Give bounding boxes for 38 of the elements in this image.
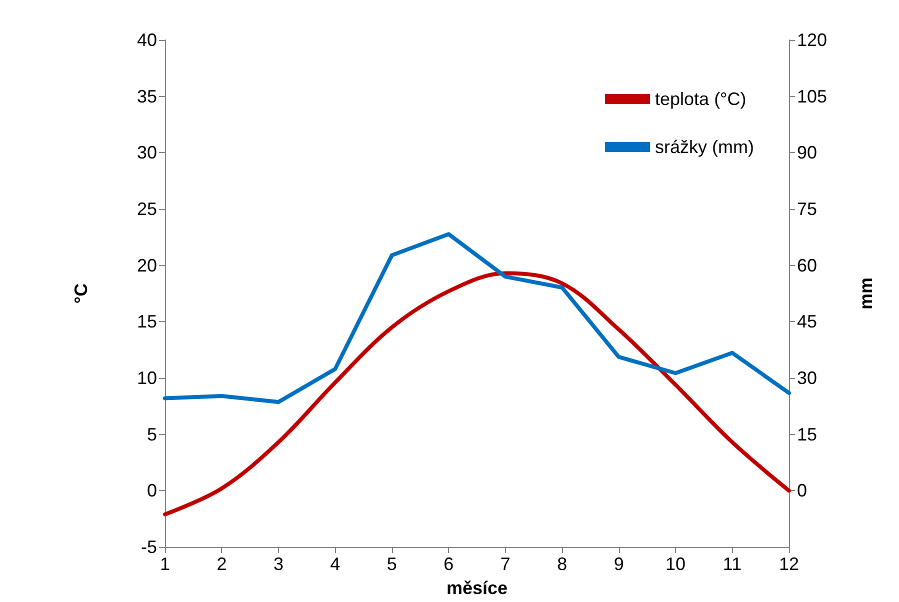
y2-tick-label: 30 — [797, 368, 818, 388]
y2-tick-label: 0 — [797, 480, 808, 501]
line-series — [163, 232, 791, 404]
y2-tick-label: 45 — [797, 312, 818, 332]
x-tick-label: 3 — [273, 554, 284, 574]
y-tick-label: -5 — [140, 537, 157, 557]
y2-tick-label: 120 — [797, 30, 828, 50]
legend-label: teplota (°C) — [655, 89, 746, 109]
x-tick-label: 12 — [778, 554, 800, 574]
x-tick-label: 10 — [666, 554, 686, 574]
y-tick-label: 40 — [136, 30, 157, 50]
y-tick-label: 10 — [136, 368, 157, 388]
y-tick-label: 0 — [146, 480, 157, 501]
legend-label: srážky (mm) — [655, 137, 754, 157]
y2-tick-label: 75 — [797, 199, 818, 219]
y-tick-label: 15 — [136, 312, 157, 332]
line-series — [163, 271, 791, 516]
x-tick-label: 7 — [500, 554, 510, 574]
y-tick-label: 35 — [136, 86, 157, 106]
x-tick-label: 2 — [216, 554, 227, 574]
y-tick-label: 25 — [136, 199, 157, 219]
y-tick-label: 30 — [136, 142, 157, 163]
y2-tick-label: 60 — [797, 255, 818, 276]
y-tick-label: 5 — [146, 424, 157, 444]
x-tick-label: 6 — [444, 554, 454, 574]
y2-tick-label: 90 — [797, 142, 818, 163]
x-axis-title: měsíce — [446, 578, 508, 598]
x-tick-label: 4 — [330, 554, 340, 574]
y-axis-title: °C — [71, 283, 91, 304]
x-tick-label: 5 — [386, 554, 397, 574]
x-tick-label: 1 — [160, 554, 170, 574]
x-tick-label: 8 — [557, 554, 568, 574]
x-tick-label: 11 — [722, 554, 742, 574]
y-tick-label: 20 — [136, 255, 157, 276]
y2-axis-title: mm — [856, 277, 876, 310]
y2-tick-label: 105 — [797, 86, 828, 106]
y2-tick-label: 15 — [797, 424, 818, 444]
x-tick-label: 9 — [614, 554, 624, 574]
